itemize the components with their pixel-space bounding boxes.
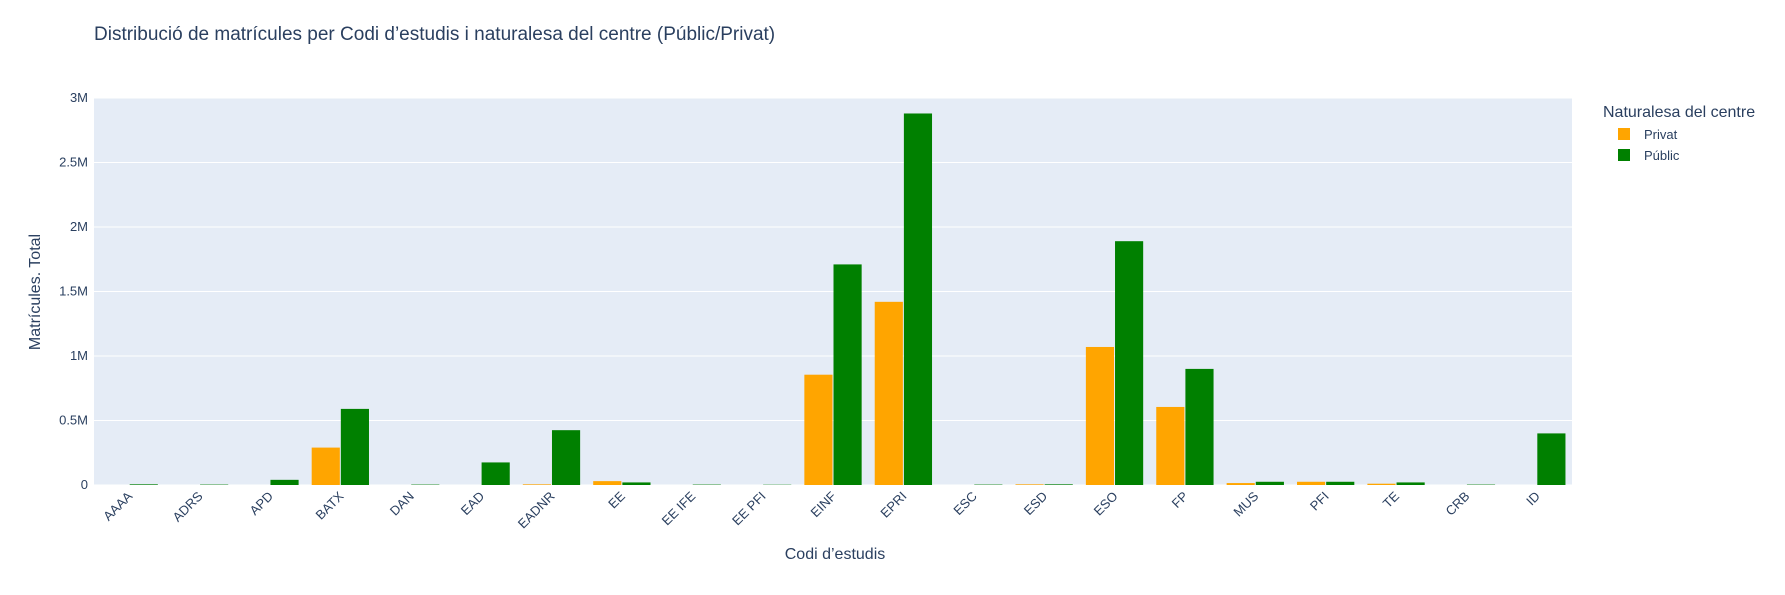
grid-lines	[94, 97, 1572, 486]
bar-privat-mus	[1226, 483, 1255, 485]
legend-swatch-públic	[1618, 149, 1630, 161]
x-tick-label: BATX	[313, 488, 347, 522]
bar-privat-esd	[1015, 484, 1044, 485]
bar-públic-eso	[1115, 241, 1144, 485]
legend-item-privat: Privat	[1644, 127, 1678, 142]
x-tick-label: ESO	[1091, 489, 1121, 519]
y-tick-label: 1M	[70, 348, 88, 363]
bar-privat-einf	[804, 374, 833, 485]
bar-privat-eadnr	[522, 484, 551, 485]
x-tick-label: ESD	[1021, 489, 1051, 519]
bar-públic-ee	[622, 482, 651, 485]
y-tick-label: 3M	[70, 90, 88, 105]
y-tick-label: 2.5M	[59, 155, 88, 170]
x-axis-title: Codi d’estudis	[785, 546, 886, 563]
x-tick-label: DAN	[387, 489, 417, 519]
y-tick-label: 0.5M	[59, 413, 88, 428]
bar-privat-pfi	[1297, 481, 1326, 485]
bar-privat-fp	[1156, 406, 1185, 485]
x-tick-label: EINF	[808, 488, 840, 520]
bar-públic-epri	[903, 113, 933, 485]
x-tick-label: CRB	[1443, 489, 1473, 519]
x-tick-label: APD	[247, 489, 277, 519]
y-axis-ticks: 0 0.5M 1M 1.5M 2M 2.5M 3M	[59, 90, 88, 492]
x-tick-label: EE PFI	[729, 489, 769, 529]
bar-públic-mus	[1255, 481, 1284, 485]
x-axis-ticks: AAAA ADRS APD BATX DAN EAD EADNR EE EE IFE EE PFI…	[100, 488, 1543, 531]
y-axis-title: Matrícules. Total	[27, 234, 44, 350]
bar-públic-batx	[340, 408, 369, 485]
x-tick-label: ADRS	[170, 488, 206, 524]
bar-privat-ee	[593, 481, 622, 485]
legend-title: Naturalesa del centre	[1603, 104, 1755, 121]
bar-privat-te	[1367, 483, 1396, 485]
x-tick-label: ID	[1523, 489, 1543, 509]
legend-item-públic: Públic	[1644, 148, 1680, 163]
bar-privat-batx	[311, 447, 340, 485]
x-tick-label: EADNR	[515, 489, 558, 532]
bar-públic-te	[1396, 482, 1425, 485]
bar-públic-id	[1537, 433, 1566, 485]
x-tick-label: AAAA	[100, 488, 135, 523]
x-tick-label: FP	[1169, 489, 1191, 511]
x-tick-label: PFI	[1307, 489, 1332, 514]
bar-públic-einf	[833, 264, 862, 485]
bar-públic-ead	[481, 462, 510, 485]
x-tick-label: ESC	[950, 489, 980, 519]
bar-públic-pfi	[1326, 481, 1355, 485]
bar-públic-apd	[270, 479, 299, 485]
bar-públic-eadnr	[551, 430, 581, 485]
x-tick-label: EE	[605, 488, 628, 511]
y-tick-label: 0	[81, 477, 88, 492]
x-tick-label: EPRI	[877, 489, 909, 521]
bar-privat-epri	[874, 301, 903, 485]
bar-públic-aaaa	[129, 484, 158, 485]
x-tick-label: EAD	[458, 489, 488, 519]
bars	[129, 113, 1566, 485]
x-tick-label: MUS	[1230, 488, 1261, 519]
y-tick-label: 2M	[70, 219, 88, 234]
y-tick-label: 1.5M	[59, 284, 88, 299]
bar-públic-fp	[1185, 368, 1214, 485]
legend[interactable]: Naturalesa del centre Privat Públic	[1603, 104, 1755, 163]
bar-privat-eso	[1085, 346, 1115, 485]
bar-públic-esd	[1044, 484, 1073, 485]
x-tick-label: TE	[1380, 488, 1403, 511]
x-tick-label: EE IFE	[659, 488, 699, 528]
chart-title: Distribució de matrícules per Codi d’est…	[94, 24, 775, 45]
legend-swatch-privat	[1618, 128, 1630, 140]
